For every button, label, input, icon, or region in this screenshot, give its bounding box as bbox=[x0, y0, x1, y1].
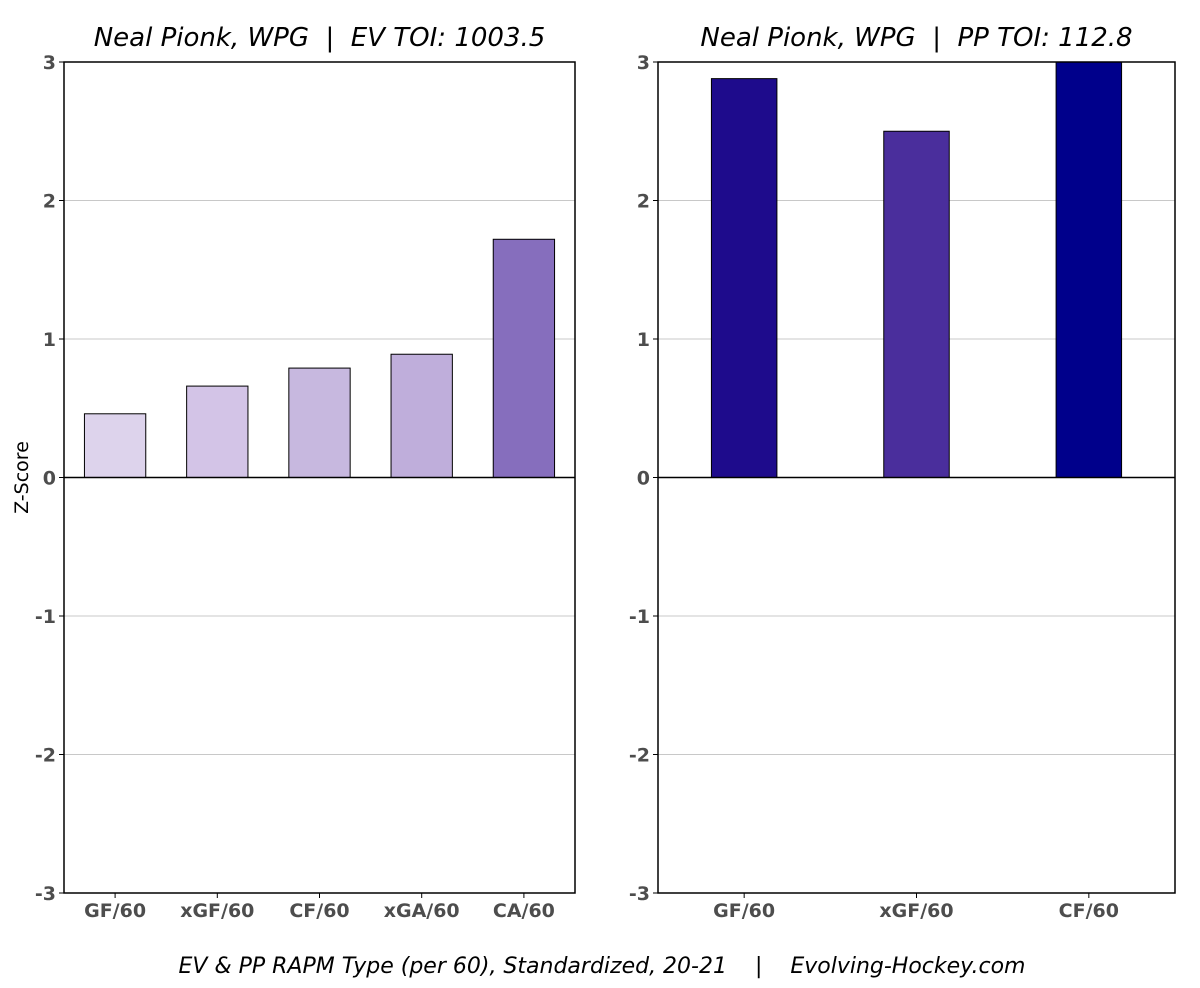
bar-cf-60 bbox=[288, 367, 351, 478]
y-tick-label: 2 bbox=[637, 191, 650, 213]
bar-gf-60 bbox=[83, 413, 147, 479]
pp-rapm-panel: -3 -2 -1 0 1 2 3 GF/60 xGF/60 CF/60 Neal Pionk, WP… bbox=[629, 23, 1176, 922]
y-tick-label: -3 bbox=[629, 883, 650, 905]
panel-title: Neal Pionk, WPG | PP TOI: 112.8 bbox=[700, 23, 1132, 53]
x-tick-label: xGF/60 bbox=[879, 900, 953, 922]
y-tick-label: -3 bbox=[35, 883, 56, 905]
panel-title: Neal Pionk, WPG | EV TOI: 1003.5 bbox=[94, 23, 546, 53]
bar-xga-60 bbox=[390, 353, 453, 478]
figure-caption: EV & PP RAPM Type (per 60), Standardized… bbox=[179, 954, 1026, 979]
x-tick-label: CA/60 bbox=[493, 900, 555, 922]
y-axis-label: Z-Score bbox=[11, 441, 33, 514]
y-tick-label: 0 bbox=[43, 468, 56, 490]
x-tick-label: CF/60 bbox=[289, 900, 349, 922]
y-tick-label: -1 bbox=[629, 606, 650, 628]
y-tick-label: 1 bbox=[43, 329, 56, 351]
y-tick-label: 1 bbox=[637, 329, 650, 351]
x-tick-label: GF/60 bbox=[84, 900, 146, 922]
y-tick-label: 3 bbox=[637, 52, 650, 74]
x-tick-label: xGF/60 bbox=[180, 900, 254, 922]
bar-ca-60 bbox=[492, 238, 556, 478]
bar-gf-60 bbox=[710, 78, 778, 479]
ev-rapm-panel: -3 -2 -1 0 1 2 3 GF/60 xGF/60 CF/60 xGA/60 CA/60 Nea… bbox=[11, 23, 576, 922]
y-tick-label: -1 bbox=[35, 606, 56, 628]
y-tick-label: 0 bbox=[637, 468, 650, 490]
y-tick-label: 3 bbox=[43, 52, 56, 74]
bar-cf-60 bbox=[1055, 61, 1123, 478]
y-tick-label: 2 bbox=[43, 191, 56, 213]
bar-xgf-60 bbox=[883, 130, 950, 478]
x-tick-label: xGA/60 bbox=[384, 900, 460, 922]
bar-xgf-60 bbox=[186, 385, 249, 478]
x-tick-label: CF/60 bbox=[1059, 900, 1119, 922]
y-tick-label: -2 bbox=[629, 745, 650, 767]
y-tick-label: -2 bbox=[35, 745, 56, 767]
x-tick-label: GF/60 bbox=[713, 900, 775, 922]
